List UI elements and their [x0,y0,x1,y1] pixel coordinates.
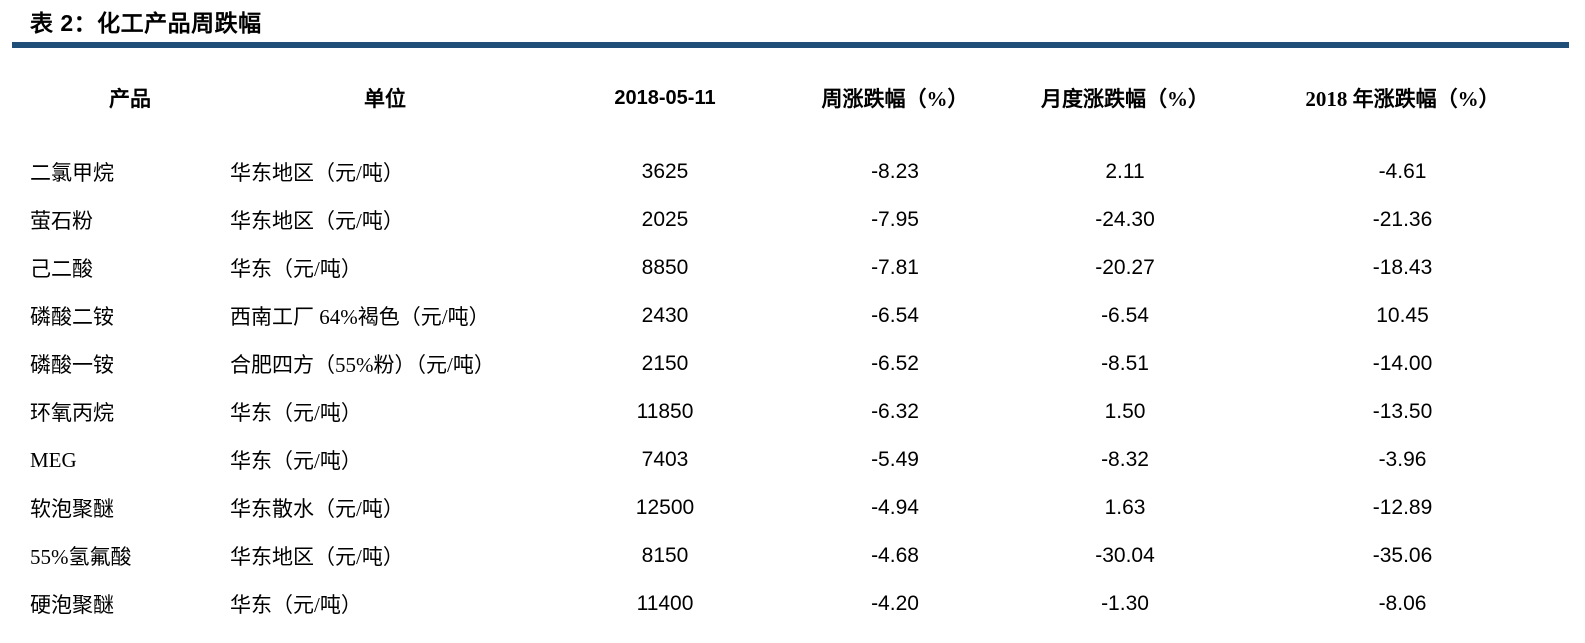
table-row: MEG 华东（元/吨） 7403 -5.49 -8.32 -3.96 [30,436,1555,484]
price-cell: 11850 [636,400,694,423]
yearly-change-cell: -12.89 [1372,496,1433,519]
monthly-change-cell: -8.32 [1101,448,1149,471]
weekly-change-cell: -7.81 [871,256,919,279]
monthly-change-cell: -1.30 [1101,592,1149,615]
product-cell: MEG [30,447,77,472]
unit-cell: 华东散水（元/吨） [230,497,404,521]
price-cell: 11400 [636,592,694,615]
table-row: 己二酸 华东（元/吨） 8850 -7.81 -20.27 -18.43 [30,244,1555,292]
table-row: 硬泡聚醚 华东（元/吨） 11400 -4.20 -1.30 -8.06 [30,580,1555,628]
product-cell: 二氯甲烷 [30,161,114,185]
weekly-change-cell: -8.23 [871,160,919,183]
monthly-change-cell: -20.27 [1095,256,1155,279]
product-cell: 55%氢氟酸 [30,545,132,569]
unit-cell: 西南工厂 64%褐色（元/吨） [230,305,490,329]
yearly-change-cell: -21.36 [1372,208,1433,231]
table-row: 磷酸一铵 合肥四方（55%粉）（元/吨） 2150 -6.52 -8.51 -14.00 [30,340,1555,388]
unit-cell: 华东（元/吨） [230,593,362,617]
header-monthly-change: 月度涨跌幅（%） [1041,87,1209,111]
weekly-change-cell: -6.52 [871,352,919,375]
product-cell: 磷酸二铵 [30,305,114,329]
table-row: 55%氢氟酸 华东地区（元/吨） 8150 -4.68 -30.04 -35.06 [30,532,1555,580]
weekly-change-cell: -6.54 [871,304,919,327]
header-row: 产品 单位 2018-05-11 周涨跌幅（%） 月度涨跌幅（%） 2018 年… [30,48,1555,148]
yearly-change-cell: -14.00 [1372,352,1433,375]
unit-cell: 华东地区（元/吨） [230,161,404,185]
yearly-change-cell: -8.06 [1378,592,1427,615]
monthly-change-cell: 2.11 [1105,160,1145,183]
product-cell: 软泡聚醚 [30,497,114,521]
price-cell: 12500 [635,496,695,519]
weekly-change-cell: -4.20 [871,592,919,615]
table-title: 表 2：化工产品周跌幅 [30,10,262,36]
header-product: 产品 [109,87,151,111]
weekly-change-cell: -7.95 [871,208,919,231]
product-cell: 磷酸一铵 [30,353,114,377]
product-cell: 硬泡聚醚 [30,593,114,617]
unit-cell: 合肥四方（55%粉）（元/吨） [230,353,495,377]
yearly-change-cell: -18.43 [1372,256,1433,279]
price-cell: 2150 [641,352,689,375]
monthly-change-cell: -24.30 [1095,208,1155,231]
header-unit: 单位 [364,87,406,111]
yearly-change-cell: -13.50 [1372,400,1433,423]
product-cell: 己二酸 [30,257,93,281]
table-row: 磷酸二铵 西南工厂 64%褐色（元/吨） 2430 -6.54 -6.54 10.45 [30,292,1555,340]
monthly-change-cell: 1.63 [1104,496,1146,519]
weekly-change-cell: -4.68 [871,544,919,567]
price-cell: 8150 [641,544,689,567]
yearly-change-cell: -4.61 [1378,160,1427,183]
title-rule [12,42,1569,48]
header-weekly-change: 周涨跌幅（%） [821,87,969,111]
table-row: 二氯甲烷 华东地区（元/吨） 3625 -8.23 2.11 -4.61 [30,148,1555,196]
unit-cell: 华东（元/吨） [230,401,362,425]
price-cell: 7403 [641,448,689,471]
table-row: 环氧丙烷 华东（元/吨） 11850 -6.32 1.50 -13.50 [30,388,1555,436]
yearly-change-cell: -35.06 [1372,544,1433,567]
unit-cell: 华东地区（元/吨） [230,545,404,569]
weekly-change-cell: -5.49 [871,448,919,471]
price-cell: 3625 [641,160,689,183]
monthly-change-cell: -8.51 [1101,352,1149,375]
table-body: 二氯甲烷 华东地区（元/吨） 3625 -8.23 2.11 -4.61 萤石粉 华东地区（元… [30,148,1555,628]
unit-cell: 华东（元/吨） [230,449,362,473]
price-cell: 8850 [641,256,689,279]
table-row: 软泡聚醚 华东散水（元/吨） 12500 -4.94 1.63 -12.89 [30,484,1555,532]
product-cell: 环氧丙烷 [30,401,114,425]
yearly-change-cell: 10.45 [1376,304,1429,327]
weekly-change-cell: -4.94 [871,496,919,519]
unit-cell: 华东地区（元/吨） [230,209,404,233]
monthly-change-cell: -30.04 [1095,544,1155,567]
monthly-change-cell: 1.50 [1104,400,1146,423]
price-cell: 2430 [641,304,689,327]
price-cell: 2025 [641,208,689,231]
monthly-change-cell: -6.54 [1101,304,1149,327]
weekly-change-cell: -6.32 [871,400,919,423]
header-yearly-change: 2018 年涨跌幅（%） [1305,87,1500,111]
header-date-price: 2018-05-11 [614,86,716,109]
unit-cell: 华东（元/吨） [230,257,362,281]
table-row: 萤石粉 华东地区（元/吨） 2025 -7.95 -24.30 -21.36 [30,196,1555,244]
yearly-change-cell: -3.96 [1378,448,1427,471]
price-change-table: 产品 单位 2018-05-11 周涨跌幅（%） 月度涨跌幅（%） 2018 年… [30,48,1555,628]
product-cell: 萤石粉 [30,209,93,233]
